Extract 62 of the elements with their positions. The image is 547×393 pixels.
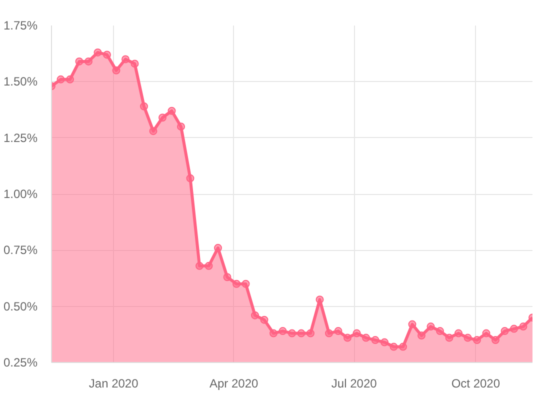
point bbox=[362, 334, 370, 342]
point bbox=[278, 327, 287, 336]
point bbox=[196, 262, 204, 270]
point bbox=[500, 327, 509, 336]
y-tick-label: 0.25% bbox=[3, 356, 38, 370]
point bbox=[316, 296, 324, 304]
point bbox=[325, 329, 333, 338]
point bbox=[168, 106, 176, 115]
point bbox=[251, 311, 259, 320]
point bbox=[380, 338, 388, 346]
point bbox=[482, 329, 490, 338]
point bbox=[344, 334, 352, 342]
point bbox=[436, 327, 444, 336]
point bbox=[94, 48, 102, 56]
y-tick-label: 1.25% bbox=[3, 130, 38, 145]
point bbox=[140, 102, 148, 110]
point bbox=[334, 327, 342, 336]
point bbox=[112, 66, 120, 74]
point bbox=[371, 336, 380, 344]
point bbox=[306, 329, 314, 338]
point bbox=[464, 334, 472, 342]
x-tick-label: Oct 2020 bbox=[451, 376, 500, 390]
point bbox=[454, 329, 462, 338]
point bbox=[288, 329, 296, 338]
point bbox=[390, 342, 398, 351]
point bbox=[510, 324, 518, 333]
point bbox=[223, 273, 232, 282]
point bbox=[177, 122, 185, 131]
point bbox=[103, 50, 111, 59]
point bbox=[418, 332, 426, 340]
point bbox=[130, 60, 139, 68]
x-tick-label: Apr 2020 bbox=[210, 376, 259, 390]
point bbox=[399, 342, 407, 351]
point bbox=[186, 174, 194, 182]
y-tick-label: 0.75% bbox=[3, 243, 38, 258]
y-tick-label: 0.50% bbox=[3, 299, 38, 314]
point bbox=[242, 280, 250, 288]
x-tick-label: Jul 2020 bbox=[331, 376, 378, 390]
point bbox=[352, 329, 361, 338]
point bbox=[297, 329, 306, 338]
point bbox=[158, 114, 166, 122]
point bbox=[260, 316, 268, 324]
point bbox=[149, 127, 158, 136]
y-tick-label: 1.00% bbox=[3, 187, 38, 201]
point bbox=[519, 322, 528, 331]
point bbox=[204, 262, 213, 270]
point bbox=[426, 322, 435, 331]
point bbox=[270, 329, 278, 338]
point bbox=[66, 75, 74, 84]
point bbox=[214, 244, 222, 252]
y-tick-label: 1.50% bbox=[3, 74, 38, 89]
y-tick-label: 1.75% bbox=[3, 18, 38, 32]
point bbox=[232, 280, 240, 288]
point bbox=[56, 75, 65, 84]
point bbox=[408, 320, 416, 328]
point bbox=[122, 55, 130, 64]
point bbox=[75, 57, 84, 66]
point bbox=[473, 336, 481, 344]
point bbox=[492, 336, 500, 344]
point bbox=[84, 57, 92, 66]
point bbox=[445, 334, 454, 342]
x-tick-label: Jan 2020 bbox=[88, 376, 139, 390]
